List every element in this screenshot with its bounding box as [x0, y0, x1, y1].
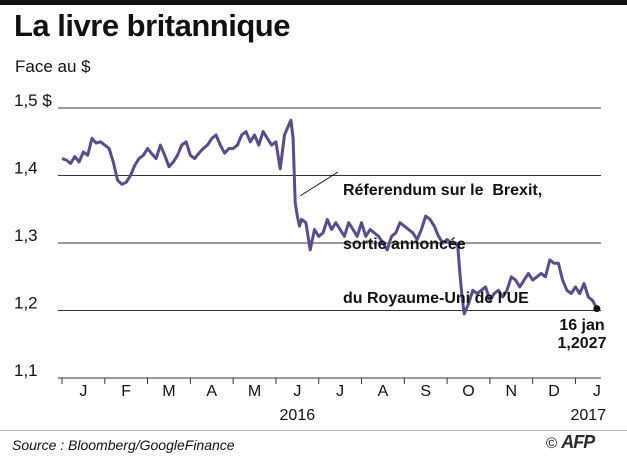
- y-axis-tick-labels: 1,5 $ 1,4 1,3 1,2 1,1: [14, 91, 52, 380]
- x-month-label-10: N: [506, 383, 518, 400]
- x-axis: J F M A M J J A S O N D J 2016 2017: [61, 378, 607, 424]
- series-group: [61, 118, 601, 316]
- x-month-label-8: S: [420, 383, 431, 400]
- x-month-label-12: J: [593, 383, 601, 400]
- y-tick-label-4: 1,1: [14, 361, 38, 380]
- x-month-label-2: M: [162, 383, 175, 400]
- x-year-label-1: 2017: [571, 407, 607, 424]
- series-line-0: [61, 118, 599, 316]
- header-rule: [0, 0, 627, 5]
- annotation-line-3: du Royaume-Uni de l’UE: [343, 290, 529, 307]
- copyright-symbol: ©: [546, 435, 558, 452]
- y-tick-label-2: 1,3: [14, 226, 38, 245]
- x-month-label-7: A: [378, 383, 389, 400]
- y-tick-label-3: 1,2: [14, 294, 38, 313]
- chart-title: La livre britannique: [14, 8, 290, 43]
- source-note: Source : Bloomberg/GoogleFinance: [12, 437, 235, 453]
- x-month-label-3: A: [206, 383, 217, 400]
- x-month-label-6: J: [336, 383, 344, 400]
- line-chart: 1,5 $ 1,4 1,3 1,2 1,1 J F M A M J J A S O N D J 2016 2017: [14, 91, 607, 424]
- y-tick-label-1: 1,4: [14, 159, 38, 178]
- footer-rule: [0, 430, 627, 431]
- chart-subtitle: Face au $: [15, 57, 91, 76]
- x-month-label-0: J: [79, 383, 87, 400]
- annotation-line-1: Réferendum sur le Brexit,: [343, 182, 543, 199]
- annotation-line-2: sortie annoncée: [343, 236, 466, 253]
- end-date: 16 jan: [559, 317, 605, 334]
- x-month-label-1: F: [121, 383, 131, 400]
- end-value-label: 16 jan 1,2027: [552, 317, 612, 353]
- x-month-label-5: J: [293, 383, 301, 400]
- x-month-label-11: D: [548, 383, 560, 400]
- gridlines: [58, 107, 601, 379]
- end-point-marker: [593, 305, 601, 313]
- afp-credit: © AFP: [546, 432, 595, 453]
- brexit-annotation: Réferendum sur le Brexit, sortie annoncé…: [343, 146, 542, 326]
- y-tick-label-0: 1,5 $: [14, 91, 52, 110]
- annotation-leader-line: [300, 171, 339, 197]
- x-month-label-9: O: [462, 383, 474, 400]
- annotation-group: [300, 171, 339, 197]
- afp-logo: AFP: [561, 432, 595, 452]
- end-value: 1,2027: [557, 335, 607, 352]
- x-year-label-0: 2016: [280, 407, 316, 424]
- x-month-label-4: M: [248, 383, 261, 400]
